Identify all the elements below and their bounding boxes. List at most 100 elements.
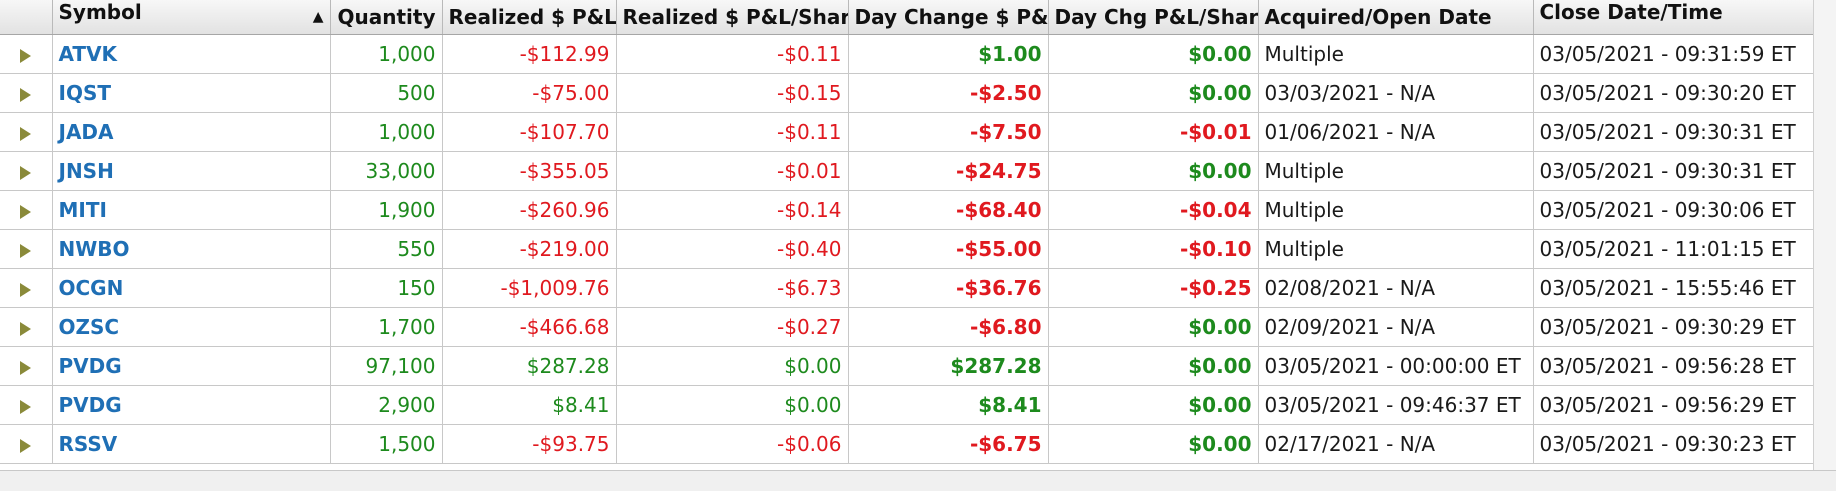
- acquired-open-date-cell: 01/06/2021 - N/A: [1258, 112, 1534, 152]
- quantity-cell: 150: [330, 268, 443, 308]
- expand-triangle-icon[interactable]: [20, 438, 32, 453]
- symbol-cell[interactable]: PVDG: [52, 385, 331, 425]
- column-header-quantity[interactable]: Quantity: [330, 0, 443, 35]
- column-header-acquired-open-date[interactable]: Acquired/Open Date: [1258, 0, 1534, 35]
- table-row[interactable]: PVDG 2,900 $8.41 $0.00 $8.41 $0.00 03/05/2021 …: [0, 385, 1836, 425]
- day-chg-pl-share-cell: -$0.04: [1048, 190, 1259, 230]
- table-row[interactable]: IQST 500 -$75.00 -$0.15 -$2.50 $0.00 03/03/202…: [0, 73, 1836, 113]
- table-row[interactable]: NWBO 550 -$219.00 -$0.40 -$55.00 -$0.10 Multip…: [0, 229, 1836, 269]
- table-row[interactable]: JADA 1,000 -$107.70 -$0.11 -$7.50 -$0.01 01/06…: [0, 112, 1836, 152]
- expand-triangle-icon[interactable]: [20, 282, 32, 297]
- column-header-label: Realized $ P&L: [448, 5, 616, 29]
- quantity-cell: 1,700: [330, 307, 443, 347]
- symbol-cell[interactable]: ATVK: [52, 34, 331, 74]
- table-row[interactable]: OCGN 150 -$1,009.76 -$6.73 -$36.76 -$0.25 02/0…: [0, 268, 1836, 308]
- positions-table: Symbol ▲ Quantity Realized $ P&L Realized $ …: [0, 0, 1836, 464]
- expand-triangle-icon[interactable]: [20, 360, 32, 375]
- row-expander[interactable]: [0, 73, 53, 113]
- expand-triangle-icon[interactable]: [20, 204, 32, 219]
- realized-pl-share-cell: -$0.11: [616, 112, 849, 152]
- quantity-cell: 33,000: [330, 151, 443, 191]
- close-date-time-cell: 03/05/2021 - 15:55:46 ET: [1533, 268, 1836, 308]
- symbol-cell[interactable]: JNSH: [52, 151, 331, 191]
- day-change-pl-cell: $1.00: [848, 34, 1049, 74]
- column-header-label: Quantity: [337, 5, 436, 29]
- symbol-cell[interactable]: NWBO: [52, 229, 331, 269]
- symbol-cell[interactable]: RSSV: [52, 424, 331, 464]
- row-expander[interactable]: [0, 34, 53, 74]
- day-chg-pl-share-cell: -$0.01: [1048, 112, 1259, 152]
- row-expander[interactable]: [0, 229, 53, 269]
- row-expander[interactable]: [0, 190, 53, 230]
- expand-column-header: [0, 0, 53, 35]
- table-row[interactable]: ATVK 1,000 -$112.99 -$0.11 $1.00 $0.00 Multipl…: [0, 34, 1836, 74]
- acquired-open-date-cell: 03/03/2021 - N/A: [1258, 73, 1534, 113]
- close-date-time-cell: 03/05/2021 - 09:30:06 ET: [1533, 190, 1836, 230]
- close-date-time-cell: 03/05/2021 - 09:30:31 ET: [1533, 151, 1836, 191]
- expand-triangle-icon[interactable]: [20, 399, 32, 414]
- quantity-cell: 550: [330, 229, 443, 269]
- realized-pl-cell: $8.41: [442, 385, 617, 425]
- acquired-open-date-cell: Multiple: [1258, 190, 1534, 230]
- table-row[interactable]: MITI 1,900 -$260.96 -$0.14 -$68.40 -$0.04 Mult…: [0, 190, 1836, 230]
- expand-triangle-icon[interactable]: [20, 126, 32, 141]
- column-header-day-chg-pl-share[interactable]: Day Chg P&L/Share: [1048, 0, 1259, 35]
- day-change-pl-cell: -$7.50: [848, 112, 1049, 152]
- realized-pl-share-cell: -$0.15: [616, 73, 849, 113]
- symbol-cell[interactable]: JADA: [52, 112, 331, 152]
- column-header-symbol[interactable]: Symbol ▲: [52, 0, 331, 35]
- header-row: Symbol ▲ Quantity Realized $ P&L Realized $ …: [0, 0, 1836, 35]
- acquired-open-date-cell: 02/08/2021 - N/A: [1258, 268, 1534, 308]
- realized-pl-share-cell: $0.00: [616, 385, 849, 425]
- day-chg-pl-share-cell: $0.00: [1048, 307, 1259, 347]
- day-change-pl-cell: -$36.76: [848, 268, 1049, 308]
- column-header-label: Realized $ P&L/Share: [622, 5, 848, 29]
- day-chg-pl-share-cell: $0.00: [1048, 424, 1259, 464]
- acquired-open-date-cell: Multiple: [1258, 229, 1534, 269]
- row-expander[interactable]: [0, 385, 53, 425]
- day-chg-pl-share-cell: $0.00: [1048, 73, 1259, 113]
- table-header: Symbol ▲ Quantity Realized $ P&L Realized $ …: [0, 0, 1836, 35]
- row-expander[interactable]: [0, 268, 53, 308]
- quantity-cell: 97,100: [330, 346, 443, 386]
- expand-triangle-icon[interactable]: [20, 243, 32, 258]
- column-header-day-change-pl[interactable]: Day Change $ P&L: [848, 0, 1049, 35]
- column-header-realized-pl-share[interactable]: Realized $ P&L/Share: [616, 0, 849, 35]
- day-chg-pl-share-cell: $0.00: [1048, 346, 1259, 386]
- expand-triangle-icon[interactable]: [20, 48, 32, 63]
- column-header-label: Day Chg P&L/Share: [1054, 5, 1258, 29]
- column-header-realized-pl[interactable]: Realized $ P&L: [442, 0, 617, 35]
- acquired-open-date-cell: 02/17/2021 - N/A: [1258, 424, 1534, 464]
- row-expander[interactable]: [0, 151, 53, 191]
- vertical-scrollbar[interactable]: [1813, 0, 1836, 470]
- day-chg-pl-share-cell: $0.00: [1048, 385, 1259, 425]
- symbol-cell[interactable]: OZSC: [52, 307, 331, 347]
- table-row[interactable]: RSSV 1,500 -$93.75 -$0.06 -$6.75 $0.00 02/17/2…: [0, 424, 1836, 464]
- realized-pl-share-cell: -$0.06: [616, 424, 849, 464]
- symbol-cell[interactable]: OCGN: [52, 268, 331, 308]
- table-row[interactable]: OZSC 1,700 -$466.68 -$0.27 -$6.80 $0.00 02/09/…: [0, 307, 1836, 347]
- expand-triangle-icon[interactable]: [20, 165, 32, 180]
- row-expander[interactable]: [0, 346, 53, 386]
- expand-triangle-icon[interactable]: [20, 87, 32, 102]
- day-chg-pl-share-cell: -$0.10: [1048, 229, 1259, 269]
- symbol-cell[interactable]: MITI: [52, 190, 331, 230]
- close-date-time-cell: 03/05/2021 - 11:01:15 ET: [1533, 229, 1836, 269]
- grid-footer: [0, 470, 1836, 491]
- table-row[interactable]: PVDG 97,100 $287.28 $0.00 $287.28 $0.00 03/05/…: [0, 346, 1836, 386]
- acquired-open-date-cell: 03/05/2021 - 00:00:00 ET: [1258, 346, 1534, 386]
- symbol-cell[interactable]: PVDG: [52, 346, 331, 386]
- day-change-pl-cell: $8.41: [848, 385, 1049, 425]
- table-row[interactable]: JNSH 33,000 -$355.05 -$0.01 -$24.75 $0.00 Mult…: [0, 151, 1836, 191]
- sort-ascending-icon[interactable]: ▲: [312, 9, 324, 25]
- row-expander[interactable]: [0, 424, 53, 464]
- realized-pl-cell: -$355.05: [442, 151, 617, 191]
- day-change-pl-cell: -$6.80: [848, 307, 1049, 347]
- realized-pl-cell: -$260.96: [442, 190, 617, 230]
- symbol-cell[interactable]: IQST: [52, 73, 331, 113]
- row-expander[interactable]: [0, 307, 53, 347]
- row-expander[interactable]: [0, 112, 53, 152]
- expand-triangle-icon[interactable]: [20, 321, 32, 336]
- column-header-close-date-time[interactable]: Close Date/Time▼: [1533, 0, 1836, 35]
